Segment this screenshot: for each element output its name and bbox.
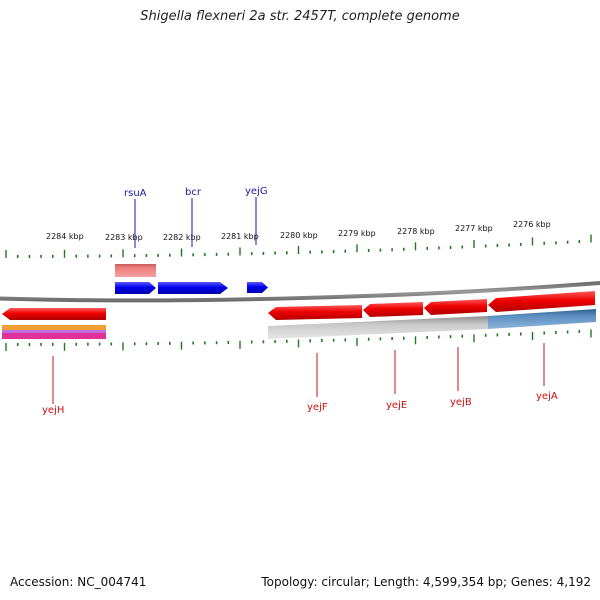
- forward-gene-labels: rsuA bcr yejG: [124, 186, 268, 248]
- bcr-cds-arrow[interactable]: [158, 282, 228, 294]
- scale-labels: 2284 kbp 2283 kbp 2282 kbp 2281 kbp 2280…: [46, 220, 551, 242]
- outer-tick-ring: [5, 234, 592, 258]
- tick-label: 2282 kbp: [163, 233, 201, 242]
- gene-label-yejf[interactable]: yejF: [307, 402, 328, 413]
- yejh-purple-feature[interactable]: [2, 330, 106, 333]
- map-title: Shigella flexneri 2a str. 2457T, complet…: [140, 9, 460, 24]
- tick-label: 2281 kbp: [221, 232, 259, 241]
- gene-label-yeja[interactable]: yejA: [536, 391, 558, 402]
- yejh-cds-arrow[interactable]: [2, 308, 106, 320]
- gene-label-bcr[interactable]: bcr: [185, 187, 202, 198]
- steelblue-feature[interactable]: [488, 309, 596, 329]
- genome-stats-text: Topology: circular; Length: 4,599,354 bp…: [261, 575, 591, 589]
- yejh-magenta-feature[interactable]: [2, 333, 106, 339]
- tick-label: 2279 kbp: [338, 229, 376, 238]
- yeja-cds-arrow[interactable]: [488, 291, 595, 312]
- inner-tick-ring: [5, 329, 592, 351]
- tick-label: 2280 kbp: [280, 231, 318, 240]
- accession-text: Accession: NC_004741: [10, 575, 147, 589]
- genome-backbone: [0, 281, 600, 303]
- rsua-gene-bar[interactable]: [115, 264, 156, 277]
- gene-label-yejh[interactable]: yejH: [42, 405, 64, 416]
- gene-label-rsua[interactable]: rsuA: [124, 188, 147, 199]
- gene-label-yeje[interactable]: yejE: [386, 400, 407, 411]
- yeje-cds-arrow[interactable]: [363, 302, 423, 317]
- forward-features: [115, 264, 268, 294]
- tick-label: 2276 kbp: [513, 220, 551, 229]
- tick-label: 2283 kbp: [105, 233, 143, 242]
- yejf-cds-arrow[interactable]: [268, 305, 362, 320]
- yejb-cds-arrow[interactable]: [424, 299, 487, 315]
- yejg-cds-arrow[interactable]: [247, 282, 268, 293]
- reverse-gene-labels: yejH yejF yejE yejB yejA: [42, 343, 558, 416]
- rsua-cds-arrow[interactable]: [115, 282, 156, 294]
- tick-label: 2284 kbp: [46, 232, 84, 241]
- reverse-features: [2, 291, 596, 339]
- tick-label: 2277 kbp: [455, 224, 493, 233]
- tick-label: 2278 kbp: [397, 227, 435, 236]
- yejh-orange-feature[interactable]: [2, 325, 106, 330]
- gene-label-yejg[interactable]: yejG: [245, 186, 268, 197]
- gene-label-yejb[interactable]: yejB: [450, 397, 472, 408]
- gray-operon-feature[interactable]: [268, 316, 488, 339]
